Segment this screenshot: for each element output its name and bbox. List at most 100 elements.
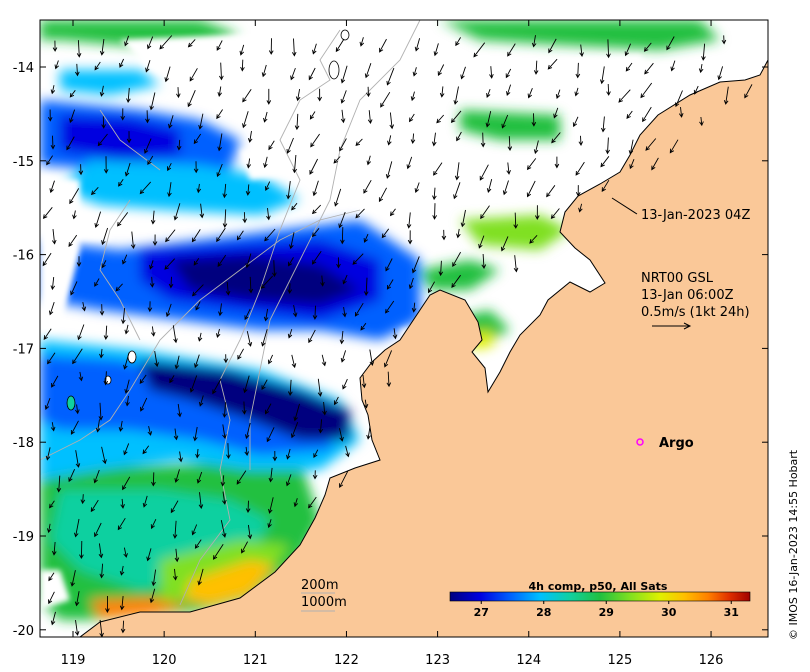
current-vector-arrow (624, 43, 632, 57)
current-vector-arrow (550, 208, 560, 220)
current-vector-arrow (99, 563, 105, 579)
current-vector-arrow (744, 84, 753, 99)
current-vector-arrow (572, 116, 579, 128)
current-vector-arrow (486, 88, 491, 98)
current-vector-arrow (101, 116, 106, 129)
current-vector-arrow (287, 328, 293, 339)
current-vector-arrow (289, 232, 295, 250)
current-vector-arrow (506, 162, 511, 175)
current-vector-arrow (408, 277, 414, 290)
current-vector-arrow (46, 523, 52, 534)
current-vector-arrow (363, 399, 369, 409)
current-vector-arrow (139, 374, 147, 384)
current-vector-arrow (68, 234, 78, 247)
current-vector-arrow (195, 301, 201, 311)
current-vector-arrow (533, 60, 539, 75)
current-vector-arrow (176, 139, 182, 151)
current-vector-arrow (244, 308, 251, 321)
current-vector-arrow (555, 89, 561, 99)
current-vector-arrow (94, 522, 102, 538)
current-vector-arrow (72, 210, 77, 220)
current-vector-arrow (456, 131, 462, 142)
current-vector-arrow (169, 375, 175, 384)
current-vector-arrow (378, 187, 387, 203)
current-vector-arrow (578, 203, 583, 213)
current-vector-arrow (339, 138, 347, 152)
current-vector-arrow (531, 113, 537, 127)
current-vector-arrow (339, 330, 345, 345)
current-vector-arrow (76, 256, 82, 267)
current-vector-arrow (99, 348, 104, 359)
colorbar-tick-label: 27 (474, 606, 489, 619)
current-vector-arrow (150, 519, 157, 530)
current-vector-arrow (47, 109, 53, 122)
current-vector-arrow (308, 67, 316, 81)
current-vector-arrow (342, 378, 348, 390)
current-vector-arrow (241, 541, 248, 554)
current-scale-label: 0.5m/s (1kt 24h) (641, 305, 750, 320)
current-vector-arrow (340, 109, 346, 124)
current-vector-arrow (651, 157, 659, 171)
current-vector-arrow (223, 354, 229, 364)
current-vector-arrow (191, 229, 201, 243)
current-vector-arrow (701, 43, 706, 61)
islands (66, 29, 350, 411)
current-vector-arrow (261, 379, 268, 391)
current-vector-arrow (150, 210, 156, 225)
current-vector-arrow (338, 211, 346, 229)
current-vector-arrow (48, 301, 55, 316)
current-vector-arrow (433, 162, 443, 176)
current-vector-arrow (70, 281, 78, 296)
current-vector-arrow (385, 258, 393, 272)
current-vector-arrow (360, 322, 367, 331)
current-vector-arrow (579, 44, 584, 58)
current-vector-arrow (164, 66, 171, 83)
current-vector-arrow (433, 43, 439, 57)
current-vector-arrow (170, 500, 179, 514)
current-vector-arrow (450, 110, 462, 124)
current-vector-arrow (308, 329, 316, 344)
current-vector-arrow (123, 443, 130, 456)
current-vector-arrow (189, 68, 198, 82)
current-vector-arrow (268, 497, 274, 514)
current-vector-arrow (629, 159, 635, 170)
current-vector-arrow (149, 276, 155, 288)
current-vector-arrow (74, 620, 80, 636)
current-vector-arrow (406, 156, 413, 170)
current-vector-arrow (485, 110, 492, 128)
y-tick-label: -14 (13, 61, 34, 76)
current-vector-arrow (533, 140, 539, 155)
current-vector-arrow (363, 233, 369, 243)
current-vector-arrow (640, 82, 653, 99)
current-vector-arrow (292, 305, 298, 318)
current-vector-arrow (69, 188, 80, 205)
current-vector-arrow (460, 209, 466, 228)
current-vector-arrow (118, 420, 124, 432)
x-axis: 119 120 121 122 123 124 125 126 (61, 20, 723, 668)
current-time-label: 13-Jan 06:00Z (641, 288, 734, 303)
current-vector-arrow (361, 374, 367, 389)
current-vector-arrow (212, 378, 222, 395)
current-vector-arrow (151, 472, 156, 487)
current-vector-arrow (601, 179, 610, 192)
current-vector-arrow (194, 354, 200, 369)
current-vector-arrow (546, 185, 556, 198)
timestamp-leader (611, 197, 638, 215)
current-vector-arrow (124, 35, 130, 47)
current-vector-arrow (56, 475, 62, 493)
current-vector-arrow (473, 42, 486, 58)
current-vector-arrow (142, 495, 148, 508)
current-vector-arrow (196, 471, 203, 484)
current-vector-arrow (103, 156, 109, 174)
current-vector-arrow (721, 35, 727, 45)
current-vector-arrow (263, 308, 269, 322)
current-vector-arrow (575, 62, 581, 79)
current-vector-arrow (410, 91, 416, 102)
current-vector-arrow (69, 109, 76, 124)
current-vector-arrow (222, 424, 227, 440)
current-vector-arrow (335, 38, 345, 53)
argo-float-marker[interactable] (636, 438, 644, 446)
current-vector-arrow (478, 235, 485, 249)
current-vector-arrow (355, 208, 365, 219)
